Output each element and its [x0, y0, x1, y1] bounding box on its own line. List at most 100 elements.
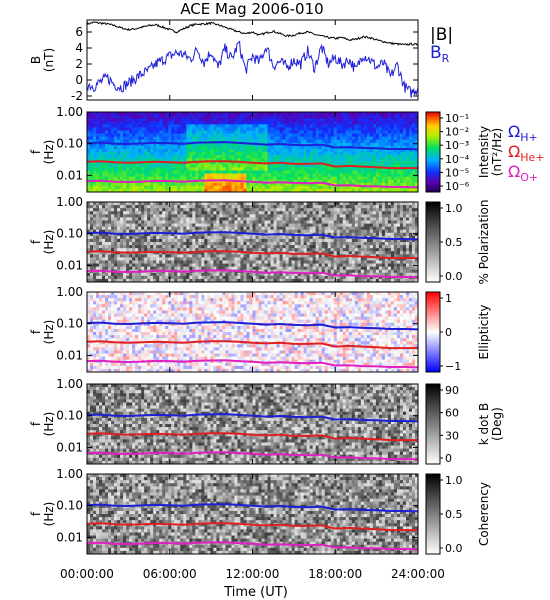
heatmap-cell — [186, 278, 190, 282]
heatmap-cell — [162, 121, 166, 125]
heatmap-cell — [201, 208, 205, 212]
heatmap-cell — [162, 133, 166, 138]
heatmap-cell — [150, 214, 154, 218]
heatmap-cell — [321, 188, 326, 192]
heatmap-cell — [171, 170, 175, 174]
heatmap-cell — [273, 220, 277, 224]
heatmap-cell — [375, 158, 380, 162]
heatmap-cell — [339, 158, 344, 162]
heatmap-cell — [216, 254, 220, 258]
heatmap-cell — [171, 167, 175, 171]
heatmap-cell — [102, 115, 106, 119]
heatmap-cell — [375, 173, 380, 178]
heatmap-cell — [255, 115, 259, 119]
heatmap-cell — [174, 263, 178, 268]
heatmap-cell — [99, 118, 103, 122]
heatmap-cell — [306, 148, 311, 153]
heatmap-cell — [399, 136, 404, 141]
heatmap-cell — [327, 158, 332, 162]
heatmap-cell — [255, 136, 259, 141]
heatmap-cell — [411, 118, 416, 122]
heatmap-cell — [105, 272, 109, 277]
heatmap-cell — [177, 217, 181, 221]
heatmap-cell — [108, 121, 112, 125]
heatmap-cell — [225, 121, 229, 125]
heatmap-cell — [288, 272, 293, 277]
heatmap-cell — [228, 248, 232, 252]
heatmap-cell — [414, 115, 418, 119]
heatmap-cell — [126, 245, 130, 249]
heatmap-cell — [123, 275, 127, 280]
heatmap-cell — [297, 238, 302, 243]
heatmap-cell — [285, 266, 290, 271]
heatmap-cell — [177, 260, 181, 264]
heatmap-cell — [195, 254, 199, 258]
heatmap-cell — [297, 248, 302, 252]
heatmap-cell — [294, 202, 299, 206]
heatmap-cell — [300, 121, 305, 125]
heatmap-cell — [174, 188, 178, 192]
heatmap-cell — [276, 235, 280, 240]
heatmap-cell — [267, 176, 271, 181]
heatmap-cell — [162, 148, 166, 153]
heatmap-cell — [321, 136, 326, 141]
heatmap-cell — [165, 254, 169, 258]
heatmap-cell — [192, 115, 196, 119]
heatmap-cell — [384, 176, 389, 181]
heatmap-cell — [162, 235, 166, 240]
heatmap-cell — [102, 220, 106, 224]
heatmap-cell — [159, 254, 163, 258]
heatmap-cell — [330, 133, 335, 138]
heatmap-cell — [240, 152, 244, 156]
heatmap-cell — [114, 278, 118, 282]
heatmap-cell — [249, 152, 253, 156]
heatmap-cell — [135, 257, 139, 261]
heatmap-cell — [108, 251, 112, 255]
heatmap-cell — [129, 185, 133, 190]
heatmap-cell — [321, 248, 326, 252]
heatmap-cell — [252, 220, 256, 224]
heatmap-cell — [321, 179, 326, 184]
heatmap-cell — [195, 220, 199, 224]
heatmap-cell — [210, 278, 214, 282]
heatmap-cell — [216, 176, 220, 181]
heatmap-cell — [414, 142, 418, 147]
heatmap-cell — [396, 136, 401, 141]
heatmap-cell — [372, 158, 377, 162]
heatmap-cell — [93, 133, 97, 138]
heatmap-cell — [171, 248, 175, 252]
heatmap-cell — [255, 152, 259, 156]
heatmap-cell — [162, 188, 166, 192]
heatmap-cell — [291, 188, 296, 192]
heatmap-cell — [336, 155, 341, 159]
heatmap-cell — [270, 220, 274, 224]
heatmap-cell — [165, 130, 169, 134]
heatmap-cell — [369, 148, 374, 153]
heatmap-cell — [288, 133, 293, 138]
heatmap-cell — [132, 127, 136, 131]
heatmap-cell — [354, 161, 359, 165]
heatmap-cell — [177, 202, 181, 206]
heatmap-cell — [198, 112, 202, 116]
heatmap-cell — [207, 188, 211, 192]
heatmap-cell — [201, 185, 205, 190]
heatmap-cell — [168, 152, 172, 156]
heatmap-cell — [108, 208, 112, 212]
heatmap-cell — [393, 155, 398, 159]
heatmap-cell — [348, 124, 353, 128]
heatmap-cell — [141, 217, 145, 221]
heatmap-cell — [216, 112, 220, 116]
heatmap-cell — [198, 145, 202, 150]
heatmap-cell — [120, 176, 124, 181]
heatmap-cell — [408, 170, 413, 174]
heatmap-cell — [357, 142, 362, 147]
heatmap-cell — [267, 235, 271, 240]
heatmap-cell — [219, 121, 223, 125]
heatmap-cell — [414, 170, 418, 174]
heatmap-cell — [96, 115, 100, 119]
heatmap-cell — [264, 130, 268, 134]
heatmap-cell — [318, 211, 323, 215]
heatmap-cell — [171, 158, 175, 162]
heatmap-cell — [138, 133, 142, 138]
heatmap-cell — [228, 188, 232, 192]
